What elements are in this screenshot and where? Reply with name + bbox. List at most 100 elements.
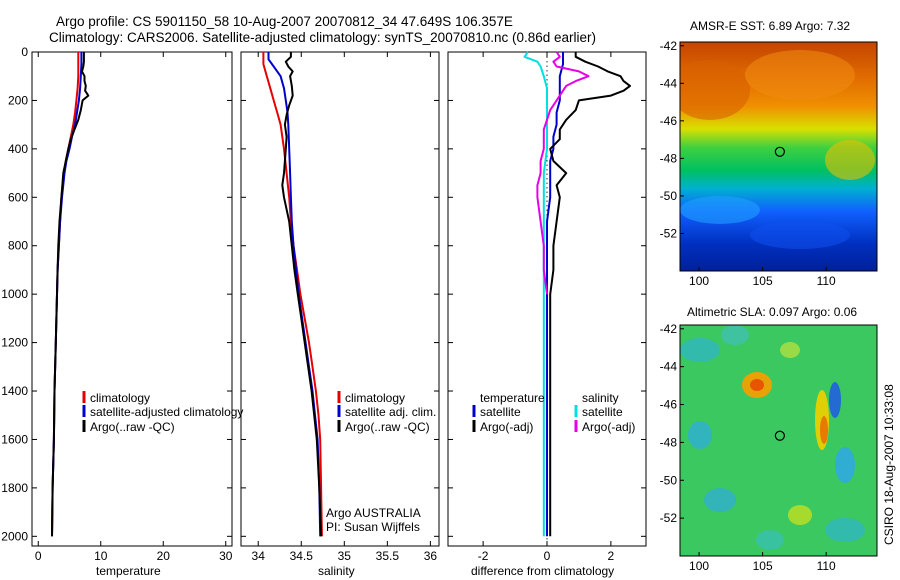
sla-low-anomaly [756,530,784,550]
x-tick-label: 34 [252,549,266,563]
salinity-tick-labels: 34 34.5 35 35.5 36 [241,51,439,563]
difference-legend: temperature satellite Argo(-adj) salinit… [472,391,635,434]
sla-high-anomaly [750,379,764,391]
lon-tick-label: 100 [689,274,709,288]
y-tick-label: 0 [21,45,28,59]
pi-note: PI: Susan Wijffels [326,520,420,534]
salinity-axis-label: salinity [318,564,355,578]
x-tick-label: 30 [219,549,233,563]
difference-series [523,51,631,537]
sla-low-anomaly [704,488,736,512]
sst-warm-patch [680,60,750,120]
x-tick-label: 0 [35,549,42,563]
lat-tick-label: -50 [660,189,678,203]
y-tick-label: 1200 [1,336,28,350]
x-tick-label: 34.5 [290,549,314,563]
temperature-series [51,52,90,537]
x-tick-label: 35 [338,549,352,563]
sla-high-anomaly [780,342,800,358]
sla-low-anomaly [680,338,720,362]
lat-tick-label: -42 [660,322,678,336]
legend-label-sal-argo: Argo(-adj) [582,420,635,434]
lat-tick-label: -50 [660,473,678,487]
argo-australia-note: Argo AUSTRALIA [326,506,421,520]
series-line-salinity-satellite [523,51,548,537]
sla-map-panel: Altimetric SLA: 0.097 Argo: 0.06 100 105 1… [660,305,878,573]
x-tick-label: 10 [94,549,108,563]
csiro-timestamp: CSIRO 18-Aug-2007 10:33:08 [882,384,896,545]
lon-tick-label: 110 [817,559,836,573]
y-tick-label: 1800 [1,481,28,495]
legend-label-satellite-adj: satellite adj. clim. [345,405,436,419]
series-line-salinity-argo-adj [536,51,590,295]
lon-tick-label: 105 [753,559,773,573]
x-tick-label: -2 [478,549,489,563]
sla-low-anomaly [688,421,712,449]
sst-field [680,42,877,271]
lat-tick-label: -46 [660,398,678,412]
x-tick-label: 2 [608,549,615,563]
legend-label-argo: Argo(..raw -QC) [345,420,430,434]
salinity-panel: 34 34.5 35 35.5 36 salinity climatology sate… [240,51,440,578]
sla-low-anomaly [825,518,865,542]
sst-warm-patch [745,50,855,100]
legend-label-climatology: climatology [90,391,150,405]
y-tick-label: 2000 [1,529,28,543]
sla-map-frame [679,324,878,557]
figure-title-line1: Argo profile: CS 5901150_58 10-Aug-2007 … [56,14,513,29]
salinity-legend: climatology satellite adj. clim. Argo(..… [337,391,436,434]
series-line-argo-raw-qc [51,52,90,537]
series-line-climatology [262,52,323,537]
lon-tick-label: 100 [689,559,709,573]
lat-tick-label: -52 [660,226,678,240]
legend-label-satellite-adjusted: satellite-adjusted climatology [90,405,243,419]
temperature-axes-box [31,51,233,547]
x-tick-label: 20 [157,549,171,563]
sst-cool-patch [750,221,850,249]
temperature-legend: climatology satellite-adjusted climatolo… [82,391,243,434]
legend-label-argo: Argo(..raw -QC) [90,420,175,434]
difference-panel: -2 0 2 difference from climatology tempera… [447,51,647,578]
lat-tick-label: -46 [660,114,678,128]
depth-tick-labels: 0 200 400 600 800 1000 1200 1400 1600 1800 2000 [1,45,232,543]
y-tick-label: 200 [8,93,28,107]
x-tick-label: 36 [424,549,438,563]
legend-label-temp-satellite: satellite [480,405,521,419]
sla-low-anomaly [721,325,749,345]
y-tick-label: 1600 [1,432,28,446]
lat-tick-label: -44 [660,76,678,90]
temperature-panel: 0 200 400 600 800 1000 1200 1400 1600 1800 2000 0 1… [1,45,243,578]
y-tick-label: 800 [8,239,28,253]
legend-group-temperature: temperature [480,391,545,405]
y-tick-label: 400 [8,142,28,156]
difference-tick-labels: -2 0 2 [448,51,646,563]
legend-label-sal-satellite: satellite [582,405,623,419]
sst-map-tick-labels: 100 105 110 -42 -44 -46 -48 -50 -52 [660,39,836,288]
sst-cool-patch [680,196,760,224]
y-tick-label: 1000 [1,287,28,301]
temperature-tick-labels: 0 10 20 30 [35,52,233,563]
sla-low-anomaly [829,382,841,418]
lon-tick-label: 110 [817,274,836,288]
argo-float-marker [774,146,785,157]
legend-label-climatology: climatology [345,391,405,405]
sla-high-anomaly [788,505,812,525]
argo-float-marker [774,430,785,441]
legend-label-temp-argo: Argo(-adj) [480,420,533,434]
x-tick-label: 0 [544,549,551,563]
series-line-temperature-satellite [546,52,564,537]
sla-map-title: Altimetric SLA: 0.097 Argo: 0.06 [687,305,857,319]
lat-tick-label: -42 [660,39,678,53]
sst-map-title: AMSR-E SST: 6.89 Argo: 7.32 [690,19,850,33]
lat-tick-label: -44 [660,360,678,374]
series-line-argo-raw-qc [281,52,323,537]
series-line-temperature-argo-adj [549,52,631,537]
figure-title-line2: Climatology: CARS2006. Satellite-adjuste… [49,30,596,45]
series-line-satellite-adj-clim [267,52,322,537]
lon-tick-label: 105 [753,274,773,288]
lat-tick-label: -48 [660,435,678,449]
salinity-series [262,52,323,537]
y-tick-label: 1400 [1,384,28,398]
sst-map-frame [679,41,878,272]
